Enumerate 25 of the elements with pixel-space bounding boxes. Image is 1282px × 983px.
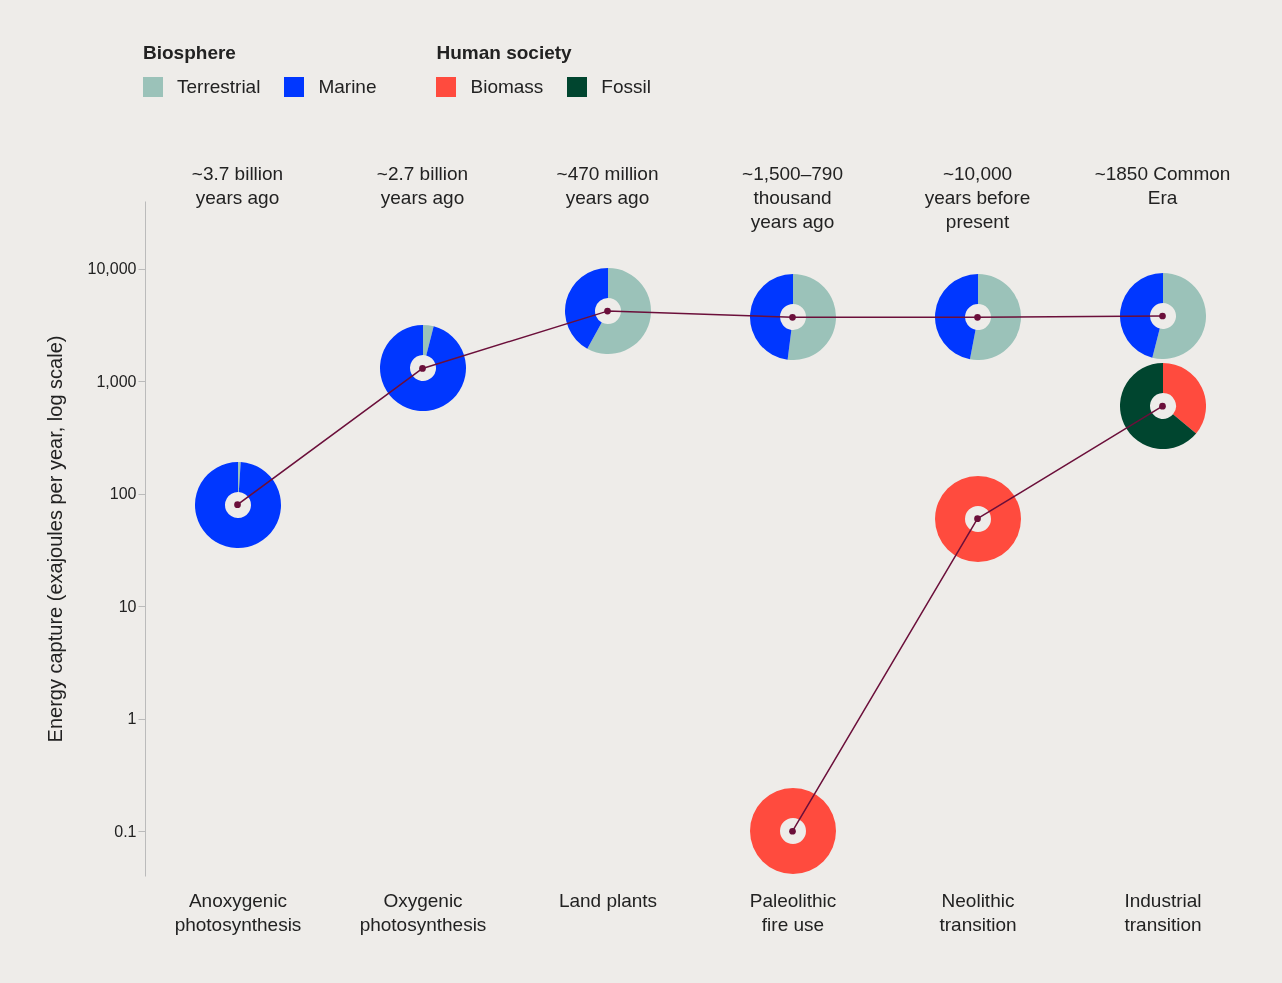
x-tick-label: Paleolithic fire use [749,889,837,935]
annotation: ~1,500–790 thousand years ago [742,163,843,232]
legend-title: Human society [436,42,573,64]
y-tick-label: 0.1 [114,822,137,840]
legend-label: Terrestrial [177,76,261,98]
legend-label: Fossil [601,76,651,98]
y-tick-label: 10,000 [87,260,137,278]
y-tick-label: 1,000 [96,372,137,390]
legend-label: Marine [318,76,377,98]
x-tick-label: Neolithic transition [939,889,1017,935]
y-axis-title: Energy capture (exajoules per year, log scale) [43,335,66,743]
y-tick-label: 100 [109,485,137,503]
legend-label: Biomass [470,76,544,98]
x-tick-label: Oxygenic photosynthesis [359,889,487,935]
x-tick-label: Industrial transition [1124,889,1202,935]
legend-title: Biosphere [143,42,237,64]
annotation: ~10,000 years before present [924,163,1031,232]
annotation: ~1850 Common Era [1094,163,1231,208]
annotation: ~2.7 billion years ago [376,163,469,208]
annotation: ~470 million years ago [556,163,659,208]
y-tick-label: 1 [127,710,137,728]
annotation: ~3.7 billion years ago [191,163,284,208]
x-tick-label: Anoxygenic photosynthesis [174,889,302,935]
x-tick-label: Land plants [558,889,658,911]
y-tick-label: 10 [118,597,137,615]
